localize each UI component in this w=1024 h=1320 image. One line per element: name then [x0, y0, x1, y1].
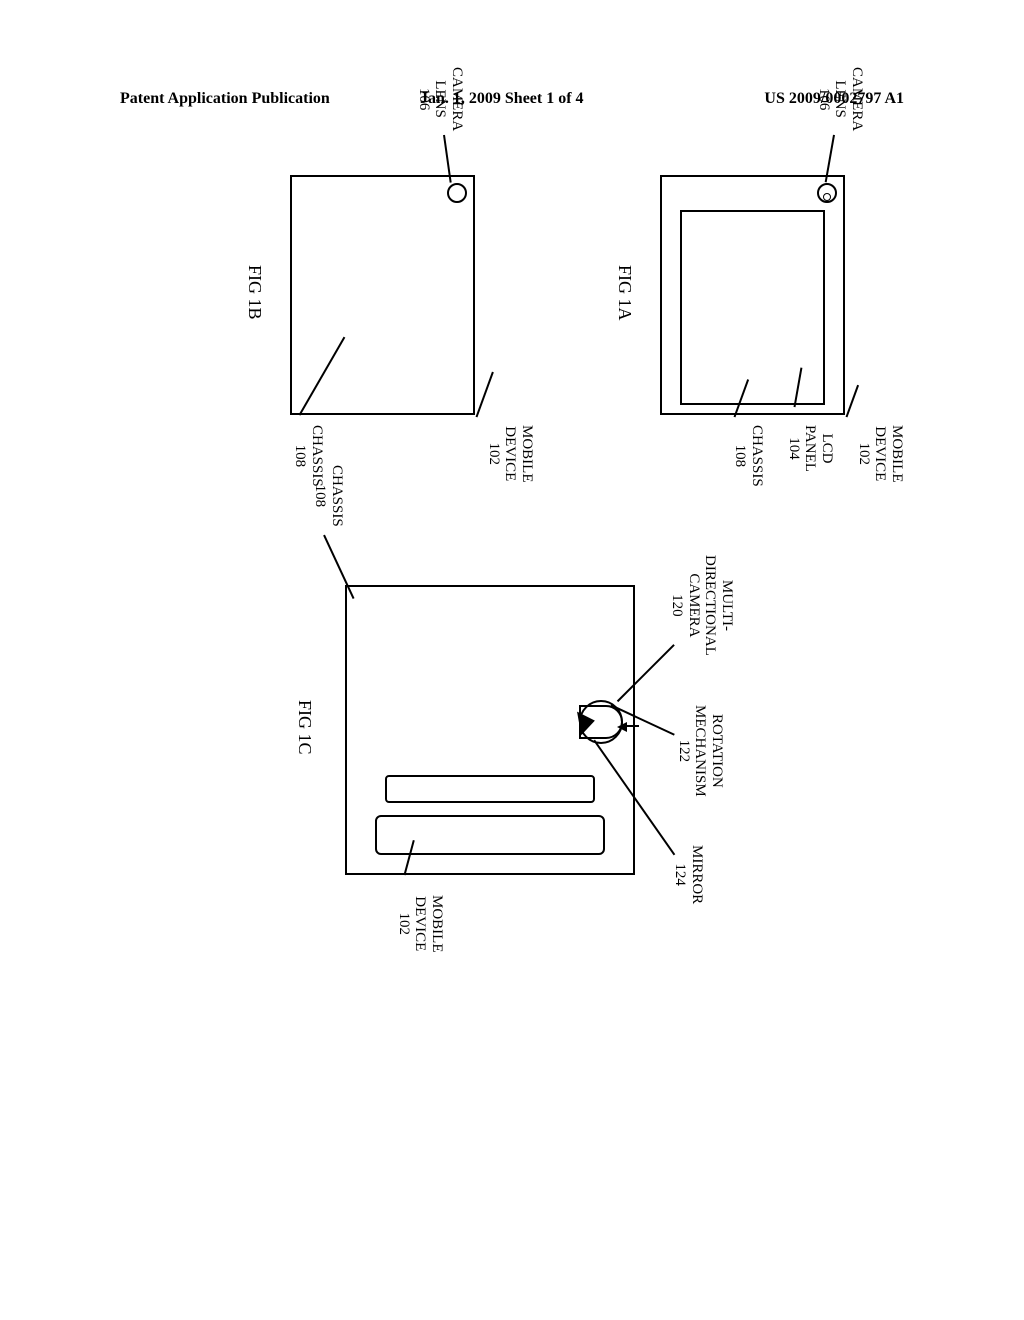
rotation-mech-label: ROTATION MECHANISM 122 — [676, 705, 726, 797]
caption-1a: FIG 1A — [614, 265, 635, 321]
camera-lens-1a — [817, 183, 837, 203]
slot2-1c — [385, 775, 595, 803]
lcd-panel-label: LCD PANEL 104 — [786, 425, 836, 472]
arrow-down-icon — [617, 722, 627, 732]
arrow-stem-icon — [627, 725, 639, 727]
multi-dir-camera-label: MULTI- DIRECTIONAL CAMERA 120 — [669, 555, 735, 656]
mobile-device-label-1b: MOBILE DEVICE 102 — [486, 425, 536, 483]
camera-lens-1b — [447, 183, 467, 203]
header-publication: Patent Application Publication — [120, 90, 330, 108]
leader-mobile-1a — [846, 385, 859, 417]
figure-rotated-container: CAMERA LENS 106 MOBILE DEVICE 102 LCD PA… — [115, 175, 905, 955]
caption-1c: FIG 1C — [294, 700, 315, 755]
leader-mobile-1b — [476, 372, 494, 418]
fig-1b: CAMERA LENS 106 MOBILE DEVICE 102 CHASSI… — [225, 165, 525, 435]
leader-chassis-1c — [324, 535, 355, 599]
mobile-device-label-1c: MOBILE DEVICE 102 — [396, 895, 446, 953]
lcd-panel-1a — [680, 210, 825, 405]
mobile-device-label-1a: MOBILE DEVICE 102 — [856, 425, 906, 483]
mirror-label: MIRROR 124 — [672, 845, 705, 904]
fig-1a: CAMERA LENS 106 MOBILE DEVICE 102 LCD PA… — [595, 165, 895, 435]
caption-1b: FIG 1B — [244, 265, 265, 320]
chassis-label-1a: CHASSIS 108 — [732, 425, 765, 487]
camera-lens-label-1b: CAMERA LENS 106 — [416, 67, 466, 131]
fig-1c: MULTI- DIRECTIONAL CAMERA 120 ROTATION M… — [305, 575, 705, 945]
chassis-label-1c: CHASSIS 108 — [312, 465, 345, 527]
camera-lens-label-1a: CAMERA LENS 106 — [816, 67, 866, 131]
